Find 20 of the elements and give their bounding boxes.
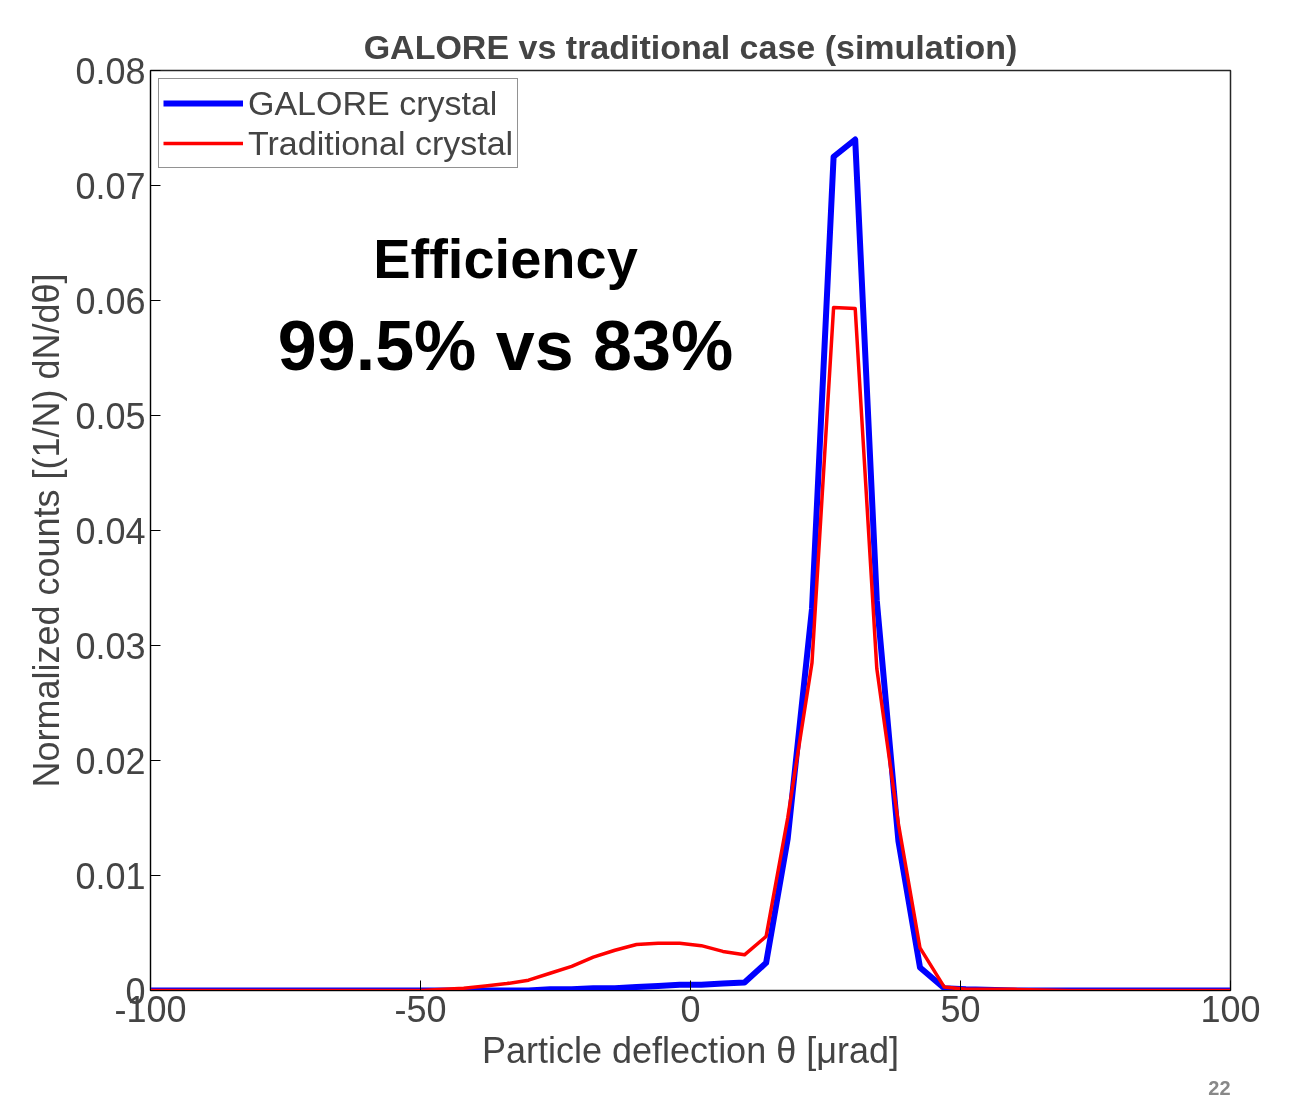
x-tick-label: -50 (394, 988, 447, 1030)
text: 22 (1208, 1076, 1231, 1099)
y-tick-label: 0.05 (75, 395, 146, 437)
x-tick-label: 0 (680, 988, 701, 1030)
annotation: 99.5% vs 83% (277, 306, 734, 385)
y-tick-label: 0.01 (75, 855, 146, 897)
y-tick-label: 0.03 (75, 625, 146, 667)
y-tick-label: 0.08 (75, 50, 146, 92)
x-tick-label: 50 (940, 988, 981, 1030)
annotation: Efficiency (373, 227, 638, 290)
legend-label: GALORE crystal (248, 83, 498, 123)
chart-title: GALORE vs traditional case (simulation) (363, 27, 1018, 66)
x-tick-label: 100 (1200, 988, 1261, 1030)
y-tick-label: 0.07 (75, 165, 146, 207)
y-tick-label: 0.04 (75, 510, 146, 552)
y-tick-label: 0.02 (75, 740, 146, 782)
y-tick-label: 0.06 (75, 280, 146, 322)
legend-label: Traditional crystal (248, 123, 514, 163)
x-axis-title: Particle deflection θ [μrad] (482, 1029, 899, 1071)
y-axis-title: Normalized counts [(1/N) dN/dθ] (26, 273, 68, 788)
